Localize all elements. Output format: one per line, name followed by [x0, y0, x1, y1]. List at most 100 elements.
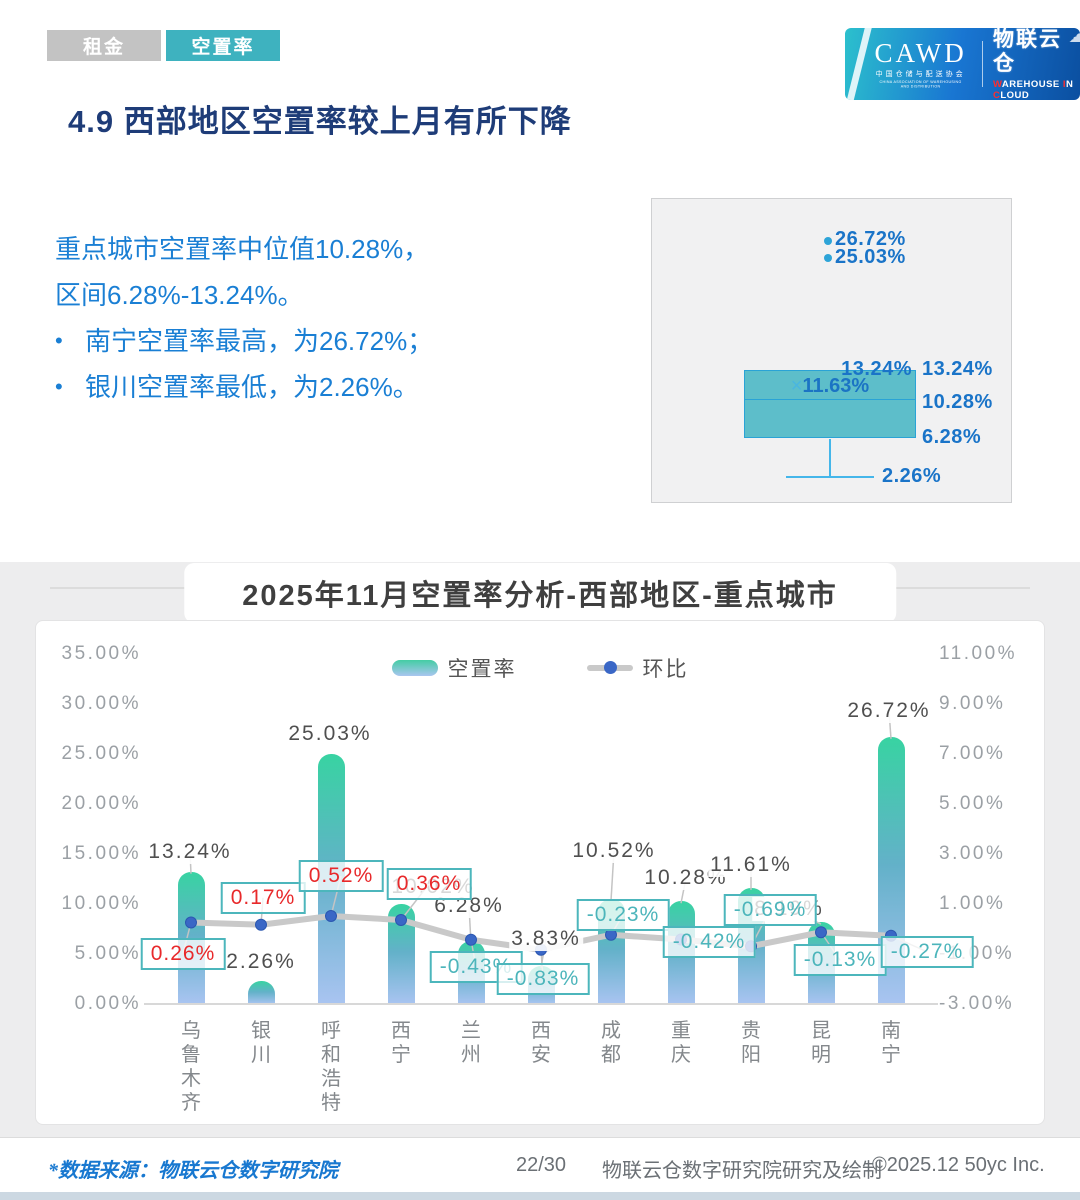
x-axis-city-label: 兰州: [461, 1020, 481, 1066]
left-axis-tick: 15.00%: [61, 843, 141, 864]
x-axis-city-label: 成都: [601, 1020, 621, 1066]
right-axis-tick: -3.00%: [939, 993, 1015, 1014]
cawd-chinese-name: 中国仓储与配送协会: [875, 71, 966, 78]
brand-subtitle: WAREHOUSE IN CLOUD: [992, 78, 1074, 101]
mom-data-point-3: [395, 914, 407, 926]
left-axis-tick: 30.00%: [61, 693, 141, 714]
bar-swatch-icon: [391, 660, 438, 676]
left-axis-tick: 25.00%: [61, 743, 141, 764]
legend-item-mom: 环比: [586, 653, 689, 683]
summary-bullet-2: • 银川空置率最低，为2.26%。: [55, 364, 433, 410]
legend-item-vacancy: 空置率: [391, 653, 517, 683]
bullet-icon: •: [55, 328, 63, 353]
copyright-text: ©2025.12 50yc Inc.: [872, 1154, 1045, 1176]
boxplot-median-line: [744, 399, 916, 400]
chart-card: 空置率 环比 35.00% 30.00% 25.00% 20.00% 15.00% 10.…: [35, 620, 1045, 1125]
brand-block: ☁ 物联云仓 WAREHOUSE IN CLOUD: [993, 28, 1080, 100]
left-axis-tick: 0.00%: [74, 993, 141, 1014]
x-axis-city-label: 贵阳: [741, 1020, 761, 1066]
tab-vacancy-rate[interactable]: 空置率: [166, 30, 280, 61]
data-source-note: *数据来源：物联云仓数字研究院: [48, 1160, 338, 1182]
mom-data-point-4: [465, 933, 477, 946]
mom-data-point-9: [815, 926, 827, 939]
right-axis-tick: 3.00%: [939, 843, 1006, 864]
bar-value-label: 11.61%: [708, 852, 794, 877]
cawd-50yc-logo: CAWD 中国仓储与配送协会 CHINA ASSOCIATION OF WARE…: [845, 28, 1080, 100]
mom-callout-label: 0.52%: [298, 860, 384, 892]
boxplot-outlier-dot: [824, 254, 832, 262]
boxplot-outlier-label-max: 26.72%: [835, 228, 906, 250]
summary-bullet-1: • 南宁空置率最高，为26.72%；: [55, 318, 433, 364]
cawd-english-name: CHINA ASSOCIATION OF WAREHOUSING AND DIS…: [879, 79, 962, 89]
mom-callout-label: -0.83%: [496, 962, 590, 995]
tab-rent[interactable]: 租金: [47, 30, 161, 61]
x-axis-city-label: 重庆: [671, 1020, 691, 1066]
cawd-block: CAWD 中国仓储与配送协会 CHINA ASSOCIATION OF WARE…: [871, 39, 970, 89]
bullet-icon: •: [55, 374, 63, 399]
x-axis-city-label: 西宁: [391, 1020, 411, 1066]
mom-callout-label: -0.69%: [723, 894, 817, 927]
left-axis-tick: 10.00%: [61, 893, 141, 914]
line-marker-icon: [586, 661, 633, 674]
page-title: 4.9 西部地区空置率较上月有所下降: [68, 104, 572, 139]
cloud-icon: ☁: [1068, 28, 1080, 49]
legend-label: 环比: [642, 658, 689, 681]
boxplot-outlier-label-2: 25.03%: [835, 246, 906, 268]
mom-data-point-6: [605, 928, 617, 941]
right-axis-tick: 5.00%: [939, 793, 1006, 814]
mom-callout-label: -0.42%: [662, 925, 756, 958]
chart-svg-layer: [144, 710, 938, 1005]
mom-data-point-0: [185, 916, 197, 929]
credit-text: 物联云仓数字研究院研究及绘制: [602, 1160, 882, 1182]
view-tabs: 租金 空置率: [47, 30, 280, 61]
page-number: 22/30: [516, 1154, 567, 1176]
boxplot-min-label: 2.26%: [882, 465, 942, 487]
boxplot-box: [744, 370, 916, 438]
boxplot-median-label: 10.28%: [922, 391, 993, 413]
right-axis-tick: 9.00%: [939, 693, 1006, 714]
summary-block: 重点城市空置率中位值10.28%， 区间6.28%-13.24%。 • 南宁空置…: [55, 226, 433, 410]
mom-callout-label: 0.17%: [220, 881, 306, 914]
cawd-wordmark: CAWD: [874, 38, 967, 68]
mom-callout-label: 0.36%: [386, 868, 472, 900]
x-axis-city-label: 乌鲁木齐: [181, 1020, 201, 1114]
mom-callout-label: -0.13%: [793, 944, 887, 977]
right-axis-tick: 11.00%: [939, 643, 1018, 664]
chart-legend: 空置率 环比: [36, 653, 1044, 683]
mom-callout-label: -0.27%: [880, 935, 974, 968]
left-axis-tick: 5.00%: [74, 943, 141, 964]
page-footer: *数据来源：物联云仓数字研究院 22/30 物联云仓数字研究院研究及绘制 ©20…: [0, 1137, 1080, 1192]
left-axis-tick: 35.00%: [61, 643, 141, 664]
bottom-accent-strip: [0, 1192, 1080, 1200]
mom-data-point-2: [325, 910, 337, 922]
boxplot-whisker: [829, 439, 831, 477]
boxplot-mean-marker: ×11.63%: [790, 375, 870, 397]
summary-line-1: 重点城市空置率中位值10.28%，: [55, 234, 430, 264]
logo-stripe: [845, 28, 874, 100]
mom-data-point-1: [255, 918, 267, 931]
bar-value-label: 25.03%: [286, 721, 374, 746]
mom-callout-label: 0.26%: [140, 937, 226, 970]
bar-value-label: 10.52%: [570, 838, 658, 863]
boxplot-outlier-dot: [824, 237, 832, 245]
logo-divider: [982, 41, 983, 87]
plot-area: 35.00% 30.00% 25.00% 20.00% 15.00% 10.00% 5.00…: [36, 621, 1044, 1124]
boxplot-q3-label: 13.24%: [841, 358, 912, 380]
legend-label: 空置率: [447, 658, 517, 681]
bar-value-label: 26.72%: [845, 698, 933, 723]
chart-title: 2025年11月空置率分析-西部地区-重点城市: [184, 563, 896, 623]
summary-line-2: 区间6.28%-13.24%。: [55, 280, 304, 310]
boxplot-max-label: 13.24%: [922, 358, 993, 380]
boxplot-whisker-cap: [786, 476, 874, 478]
x-axis-city-label: 银川: [251, 1020, 271, 1066]
bar-value-label: 3.83%: [509, 926, 583, 951]
vacancy-bar-1: [247, 981, 275, 1004]
bar-value-label: 2.26%: [224, 950, 298, 975]
right-axis-tick: 1.00%: [939, 893, 1006, 914]
x-axis-city-label: 昆明: [811, 1020, 831, 1066]
boxplot-q1-label: 6.28%: [922, 426, 982, 448]
x-axis-city-label: 西安: [531, 1020, 551, 1066]
x-axis-city-label: 呼和浩特: [321, 1020, 341, 1114]
x-axis-city-label: 南宁: [881, 1020, 901, 1066]
bar-value-label: 13.24%: [146, 839, 234, 864]
